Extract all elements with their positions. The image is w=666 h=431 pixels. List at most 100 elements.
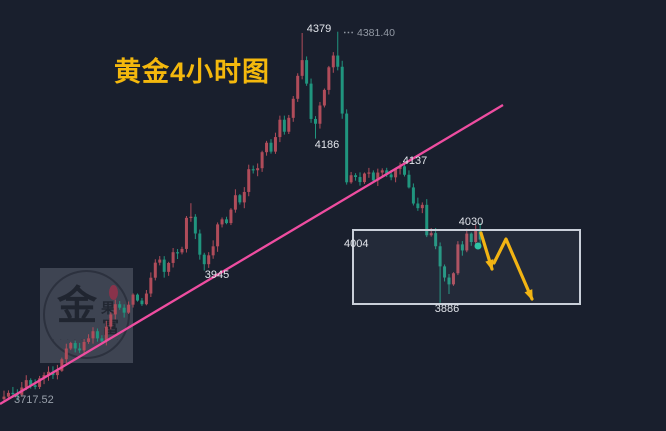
candle-body [229,209,233,224]
candle-body [318,105,322,124]
price-label: 3717.52 [14,394,54,406]
projection-box[interactable] [352,229,581,305]
candle-body [407,174,411,188]
candle-body [251,169,255,171]
candle-body [398,166,402,169]
candle-body [207,255,211,265]
candle-body [385,170,389,175]
candle-body [362,173,366,183]
candle-body [247,169,251,192]
candle-body [300,60,304,76]
candle-body [64,348,68,360]
candle-body [309,83,313,119]
candle-body [193,216,197,234]
candle-body [460,244,464,251]
candle-body [242,191,246,203]
candle-body [220,219,224,225]
candle-body [371,172,375,181]
candle-body [11,392,15,395]
candle-body [171,252,175,263]
candle-body [296,75,300,99]
candle-body [389,174,393,178]
candle-body [2,396,6,400]
candle-body [394,168,398,178]
candle-body [469,233,473,243]
candle-body [354,175,358,178]
candle-body [113,304,117,315]
candle-body [340,66,344,114]
price-label: 4030 [459,216,483,228]
candle-body [327,67,331,90]
price-labels-layer: 4379 4186 4137 4030 4004 3945 3886 3717.52 4381.… [14,23,483,406]
candle-body [322,89,326,106]
candle-body [238,195,242,203]
watermark-footer: · · · · · · · · · · [52,337,121,343]
trendline-layer [0,104,504,405]
candle-body [256,168,260,171]
candle-body [149,277,153,294]
candle-body [158,259,162,263]
candle-body [122,307,126,313]
candle-body [78,348,82,351]
candle-body [162,259,166,272]
candle-body [358,177,362,183]
candle-body [198,233,202,255]
candle-body [24,380,28,388]
candle-body [376,172,380,181]
candle-body [411,187,415,204]
price-label: 4379 [307,23,331,35]
watermark-circle-icon: 金 果 富 · · · · · · · · · · [43,270,130,359]
candle-body [260,152,264,169]
candle-body [233,195,237,210]
candle-body [38,378,42,387]
candle-body [336,55,340,67]
candle-body [202,254,206,265]
candle-body [140,300,144,305]
candle-body [167,262,171,272]
candle-body [425,204,429,236]
price-label: 3945 [205,269,229,281]
candle-body [456,244,460,274]
chart-title: 黄金4小时图 [114,57,271,87]
candle-body [33,385,37,387]
price-label: 4137 [403,155,427,167]
candle-body [6,392,10,397]
candle-body [100,338,104,342]
projection-arrowhead-icon [485,259,494,271]
candle-body [434,233,438,247]
candle-body [451,273,455,285]
candle-body [443,266,447,278]
candle-body [144,293,148,305]
candle-body [225,219,228,224]
candle-body [273,137,277,152]
watermark: 金 果 富 · · · · · · · · · · [40,268,133,363]
candle-body [180,248,184,253]
candle-body [420,204,424,209]
projection-arrows-layer [479,231,534,301]
current-price-layer [474,242,482,250]
candle-body [91,331,95,339]
candle-body [47,371,50,376]
candle-body [69,343,73,349]
current-price-dot [474,242,482,250]
candle-body [176,252,180,254]
projection-arrow[interactable] [492,237,534,301]
candle-body [403,166,406,175]
candle-body [349,175,353,183]
candle-body [216,224,220,247]
candle-body [136,294,139,301]
price-label: 4004 [344,238,368,250]
projection-box-layer [352,229,581,305]
trendline[interactable] [0,104,504,405]
candle-body [345,113,349,183]
candle-body [29,380,33,386]
candle-body [291,98,295,118]
candle-body [447,277,451,285]
candle-body [189,216,193,218]
candle-body [367,172,371,174]
candle-body [131,294,135,305]
price-label: 4186 [315,139,339,151]
candle-body [287,117,291,132]
